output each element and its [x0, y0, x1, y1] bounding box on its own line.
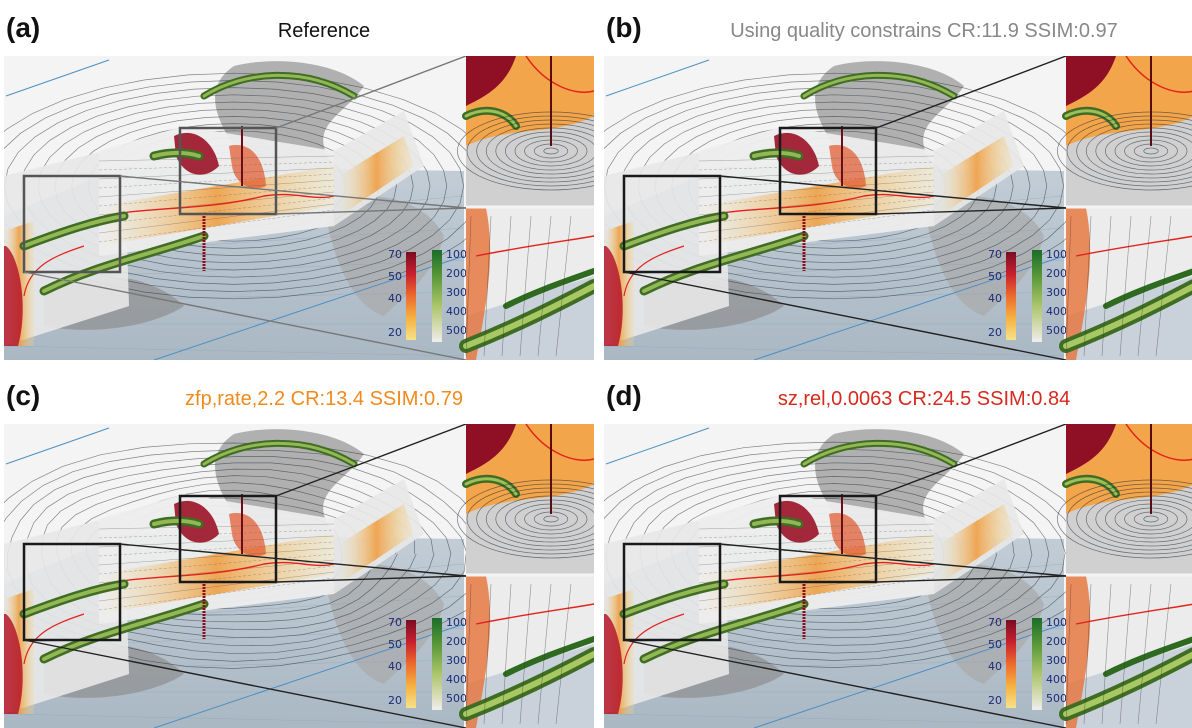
pressure-tick-label: 300 — [1046, 654, 1067, 667]
pressure-tick-label: 500 — [1046, 692, 1067, 705]
panel-label: (d) — [606, 380, 642, 411]
main-view — [4, 56, 498, 360]
panel-title: zfp,rate,2.2 CR:13.4 SSIM:0.79 — [185, 388, 463, 410]
panel-title: sz,rel,0.0063 CR:24.5 SSIM:0.84 — [777, 388, 1071, 410]
colorbar-legend: 70 50 40 20 100 200 300 400 500 — [988, 248, 1067, 342]
wind-tick-label: 20 — [988, 326, 1002, 339]
wind-tick-label: 50 — [388, 638, 402, 651]
wind-tick-label: 70 — [988, 248, 1002, 261]
panel-label: (b) — [606, 12, 642, 43]
pressure-tick-label: 100 — [446, 616, 467, 629]
wind-tick-label: 70 — [988, 616, 1002, 629]
pressure-tick-label: 400 — [446, 305, 467, 318]
pressure-tick-label: 200 — [446, 635, 467, 648]
panel-title: Reference — [277, 20, 371, 42]
wind-tick-label: 70 — [388, 248, 402, 261]
zoom-insets — [1057, 56, 1192, 360]
wind-tick-label: 70 — [388, 616, 402, 629]
pressure-tick-label: 100 — [1046, 616, 1067, 629]
pressure-tick-label: 300 — [1046, 286, 1067, 299]
pressure-tick-label: 300 — [446, 286, 467, 299]
wind-tick-label: 20 — [388, 694, 402, 707]
visualization-zfp: 70 50 40 20 100 200 300 400 500 — [4, 424, 594, 728]
pressure-tick-label: 500 — [446, 692, 467, 705]
zoom-insets — [1057, 424, 1192, 728]
wind-tick-label: 20 — [988, 694, 1002, 707]
wind-tick-label: 40 — [388, 660, 402, 673]
zoom-insets — [457, 56, 594, 360]
colorbar-legend: 70 50 40 20 100 200 300 400 500 — [388, 616, 467, 710]
visualization-svg: 70 50 40 20 100 200 300 400 500 — [604, 424, 1192, 728]
wind-tick-label: 50 — [988, 638, 1002, 651]
pressure-tick-label: 500 — [1046, 324, 1067, 337]
pressure-tick-label: 400 — [446, 673, 467, 686]
visualization-reference: 70 50 40 20 100 200 300 400 500 — [4, 56, 594, 360]
wind-tick-label: 20 — [388, 326, 402, 339]
zoom-insets — [457, 424, 594, 728]
visualization-svg: 70 50 40 20 100 200 300 400 500 — [4, 424, 594, 728]
wind-tick-label: 40 — [988, 660, 1002, 673]
panel-b: (b) Using quality constrains CR:11.9 SSI… — [604, 4, 1192, 360]
panel-label: (c) — [6, 380, 41, 411]
panel-a: (a) Reference 70 50 40 20 100 200 300 400 500 — [4, 4, 594, 360]
panel-d: (d) sz,rel,0.0063 CR:24.5 SSIM:0.84 70 50… — [604, 372, 1192, 728]
panel-title: Using quality constrains CR:11.9 SSIM:0.… — [730, 20, 1118, 42]
pressure-tick-label: 200 — [1046, 267, 1067, 280]
wind-tick-label: 40 — [388, 292, 402, 305]
pressure-tick-label: 400 — [1046, 673, 1067, 686]
pressure-tick-label: 500 — [446, 324, 467, 337]
wind-tick-label: 50 — [988, 270, 1002, 283]
main-view — [4, 424, 498, 728]
wind-tick-label: 50 — [388, 270, 402, 283]
colorbar-legend: 70 50 40 20 100 200 300 400 500 — [988, 616, 1067, 710]
visualization-sz: 70 50 40 20 100 200 300 400 500 — [604, 424, 1192, 728]
pressure-tick-label: 100 — [446, 248, 467, 261]
visualization-quality-constrained: 70 50 40 20 100 200 300 400 500 — [604, 56, 1192, 360]
pressure-tick-label: 200 — [446, 267, 467, 280]
colorbar-legend: 70 50 40 20 100 200 300 400 500 — [388, 248, 467, 342]
pressure-tick-label: 100 — [1046, 248, 1067, 261]
pressure-tick-label: 300 — [446, 654, 467, 667]
panel-label: (a) — [6, 12, 41, 43]
pressure-tick-label: 200 — [1046, 635, 1067, 648]
visualization-svg: 70 50 40 20 100 200 300 400 500 — [604, 56, 1192, 360]
panel-c: (c) zfp,rate,2.2 CR:13.4 SSIM:0.79 70 50 4… — [4, 372, 594, 728]
wind-tick-label: 40 — [988, 292, 1002, 305]
visualization-svg: 70 50 40 20 100 200 300 400 500 — [4, 56, 594, 360]
pressure-tick-label: 400 — [1046, 305, 1067, 318]
